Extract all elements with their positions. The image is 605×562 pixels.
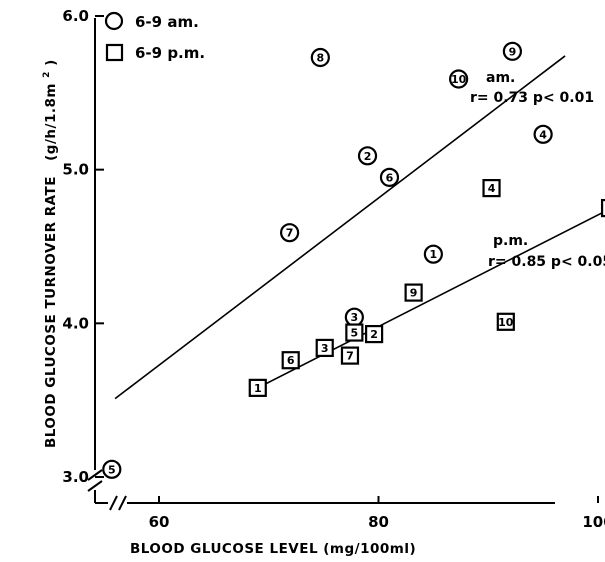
am-point-2: 2 [357,146,378,166]
y-axis-break [87,469,103,492]
point-label: 7 [346,350,354,363]
pm-point-8: 8 [600,198,605,218]
circle-marker [423,244,443,264]
square-marker [404,283,423,302]
circle-marker [102,459,122,479]
pm-point-3: 3 [315,338,334,358]
am-point-7: 7 [280,223,300,243]
circle-marker [357,146,378,166]
circle-marker [533,124,553,144]
square-marker [281,351,300,370]
y-axis-title-unit-sup: 2 [42,71,52,78]
pm-point-6: 6 [281,351,300,370]
square-marker [315,338,334,358]
annotation-am-label: am. [486,70,515,86]
am-point-4: 4 [533,124,553,144]
square-marker [248,378,267,397]
circle-marker [379,167,400,187]
y-axis-title: BLOOD GLUCOSE TURNOVER RATE (g/h/1.8m 2 … [37,59,59,448]
pm-point-7: 7 [340,346,360,365]
pm-point-2: 2 [365,324,384,344]
legend-label-pm: 6-9 p.m. [135,44,205,62]
y-axis-title-unit: (g/h/1.8m [43,83,59,161]
square-marker [496,312,515,331]
regression-line-am [114,55,566,400]
point-label: 3 [351,311,359,324]
y-tick-label: 5.0 [62,161,89,179]
am-point-10: 10 [449,69,469,89]
point-label: 5 [351,327,359,340]
point-label: 2 [364,150,372,163]
pm-point-1: 1 [248,378,267,397]
y-axis-title-unit-close: ) [43,59,59,66]
am-point-6: 6 [379,167,400,187]
circle-marker [449,69,469,89]
point-label: 6 [287,354,295,367]
point-label: 6 [386,171,394,184]
square-marker [340,346,360,365]
pm-point-5: 5 [345,323,364,342]
point-label: 4 [539,128,547,141]
point-label: 1 [254,382,262,395]
point-label: 3 [321,342,329,355]
pm-point-9: 9 [404,283,423,302]
am-point-3: 3 [344,307,364,327]
x-axis-title: BLOOD GLUCOSE LEVEL (mg/100ml) [130,541,416,557]
y-tick-label: 4.0 [62,314,89,332]
am-point-8: 8 [310,47,330,68]
annotation-am-stats: r= 0.73 p< 0.01 [470,90,594,106]
point-label: 10 [451,73,467,86]
y-tick-label: 6.0 [62,7,89,25]
square-marker [482,179,501,198]
square-marker [600,198,605,218]
circle-marker [310,47,330,68]
x-axis-break [109,495,127,511]
circle-marker [280,223,300,243]
regression-line-pm [257,210,605,389]
point-label: 1 [430,248,438,261]
x-tick-label: 80 [368,513,389,531]
point-label: 2 [370,328,378,341]
point-label: 5 [108,463,116,476]
annotation-pm-stats: r= 0.85 p< 0.05 [488,254,605,270]
x-ticks: 60 80 100 [149,496,605,531]
axes [87,18,555,511]
pm-point-4: 4 [482,179,501,198]
am-point-1: 1 [423,244,443,264]
x-tick-label: 100 [582,513,605,531]
legend-label-am: 6-9 am. [135,13,199,31]
square-marker [365,324,384,344]
square-marker [345,323,364,342]
point-label: 7 [286,227,294,240]
point-label: 9 [410,287,418,300]
legend-circle-marker [104,11,124,31]
legend: 6-9 am. 6-9 p.m. [104,11,205,62]
point-label: 4 [488,182,496,195]
legend-square-marker [105,43,124,62]
y-ticks: 3.0 4.0 5.0 6.0 [62,7,104,486]
data-points: 1234567891012345678910 [102,41,605,479]
pm-point-10: 10 [496,312,515,331]
x-tick-label: 60 [149,513,170,531]
y-tick-label: 3.0 [62,468,89,486]
am-point-5: 5 [102,459,122,479]
point-label: 9 [509,45,517,58]
point-label: 10 [498,316,514,329]
y-axis-title-main: BLOOD GLUCOSE TURNOVER RATE [43,176,59,448]
circle-marker [502,41,522,61]
point-label: 8 [317,51,325,64]
annotation-pm-label: p.m. [493,233,528,249]
am-point-9: 9 [502,41,522,61]
